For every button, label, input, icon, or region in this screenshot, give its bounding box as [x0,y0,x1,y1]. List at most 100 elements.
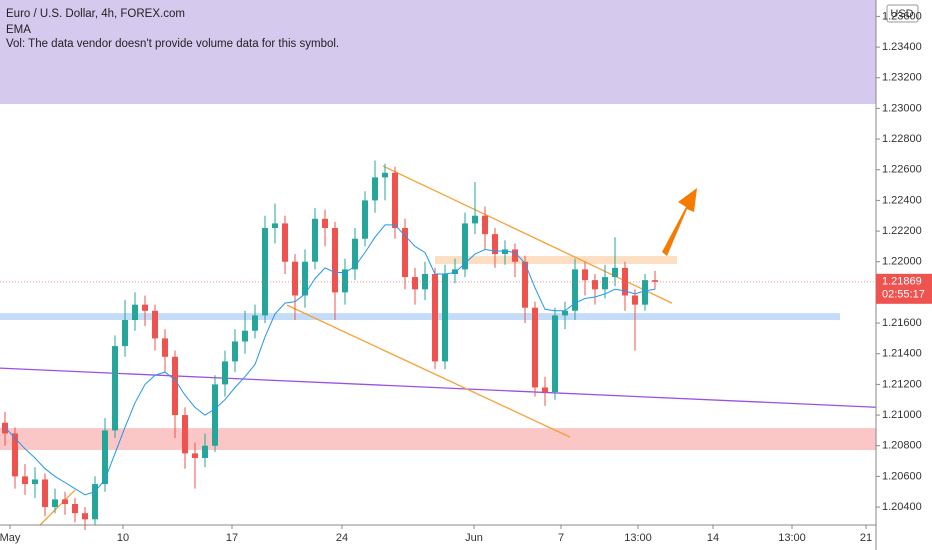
candle-body [282,223,288,262]
candle-body [492,234,498,255]
y-tick-label: 1.22000 [882,256,922,268]
x-tick-label: Jun [465,532,483,544]
y-tick-label: 1.21400 [882,348,922,360]
candle-body [92,484,98,520]
zone [435,256,677,265]
x-tick-label: 10 [117,532,129,544]
candle-body [102,430,108,485]
candle-body [322,218,328,229]
candle-body [342,269,348,293]
y-tick-label: 1.23000 [882,102,922,114]
candle-body [32,479,38,485]
candle-body [462,223,468,270]
y-tick-label: 1.23600 [882,10,922,22]
candle-body [562,310,568,316]
candle-body [622,267,628,296]
candle-body [442,273,448,362]
last-price-label: 1.21869 [882,276,922,288]
x-tick-label: 13:00 [624,532,652,544]
candle-body [652,280,658,282]
candle-body [222,361,228,385]
indicator-label: EMA [6,24,31,36]
arrow [662,188,697,256]
candle-body [82,513,88,520]
candle-body [192,453,198,458]
zone [0,428,876,451]
candle-body [382,172,388,178]
candle-body [12,433,18,477]
countdown-label: 02:55:17 [882,289,925,301]
y-tick-label: 1.22600 [882,164,922,176]
chart-title: Euro / U.S. Dollar, 4h, FOREX.com [6,8,185,20]
candle-body [202,445,208,458]
candle-body [432,273,438,362]
y-tick-label: 1.20800 [882,440,922,452]
volume-note: Vol: The data vendor doesn't provide vol… [6,38,339,50]
candle-body [572,269,578,311]
candle-body [272,223,278,229]
currency-label[interactable]: USD [890,8,913,20]
candle-body [402,228,408,278]
y-tick-label: 1.20400 [882,501,922,513]
trend-line [0,367,877,408]
candle-body [582,269,588,281]
x-tick-label: 14 [707,532,719,544]
zone [0,313,840,320]
candle-body [362,200,368,239]
ema-line [4,224,656,496]
candle-body [152,310,158,339]
x-tick-label: 13:00 [778,532,806,544]
candle-body [112,346,118,431]
candle-body [332,228,338,293]
y-tick-label: 1.22400 [882,194,922,206]
candle-body [392,172,398,229]
candle-body [472,215,478,224]
candle-body [642,280,648,305]
x-tick-label: May [0,532,21,544]
y-tick-label: 1.21000 [882,409,922,421]
candle-body [612,267,618,278]
candle-body [232,341,238,362]
candle-body [522,261,528,308]
candle-body [142,304,148,311]
candle-body [302,261,308,296]
candle-body [542,387,548,393]
trend-line [286,304,571,438]
candle-body [482,215,488,235]
candle-body [632,295,638,305]
candle-body [22,476,28,485]
candle-body [602,277,608,290]
candle-body [532,307,538,388]
y-tick-label: 1.23200 [882,72,922,84]
y-tick-label: 1.21200 [882,378,922,390]
candle-body [212,384,218,446]
candle-body [52,499,58,508]
trend-line [39,489,76,526]
candle-body [62,499,68,504]
candle-body [72,503,78,514]
y-tick-label: 1.23400 [882,41,922,53]
y-tick-label: 1.22800 [882,133,922,145]
candle-body [502,249,508,255]
candle-body [512,249,518,262]
y-tick-label: 1.22200 [882,225,922,237]
x-tick-label: 21 [860,532,872,544]
candle-body [252,315,258,331]
currency-box[interactable] [886,4,919,23]
candle-body [422,273,428,290]
x-tick-label: 7 [558,532,564,544]
candle-body [122,319,128,347]
header-overlay [0,0,876,104]
candle-body [592,280,598,290]
candle-body [42,479,48,508]
y-tick-label: 1.20600 [882,470,922,482]
candle-body [2,422,8,434]
candle-body [312,218,318,262]
candle-body [552,315,558,393]
candle-body [292,261,298,296]
candle-body [132,304,138,320]
candle-body [182,415,188,454]
x-tick-label: 17 [226,532,238,544]
candle-body [162,338,168,357]
